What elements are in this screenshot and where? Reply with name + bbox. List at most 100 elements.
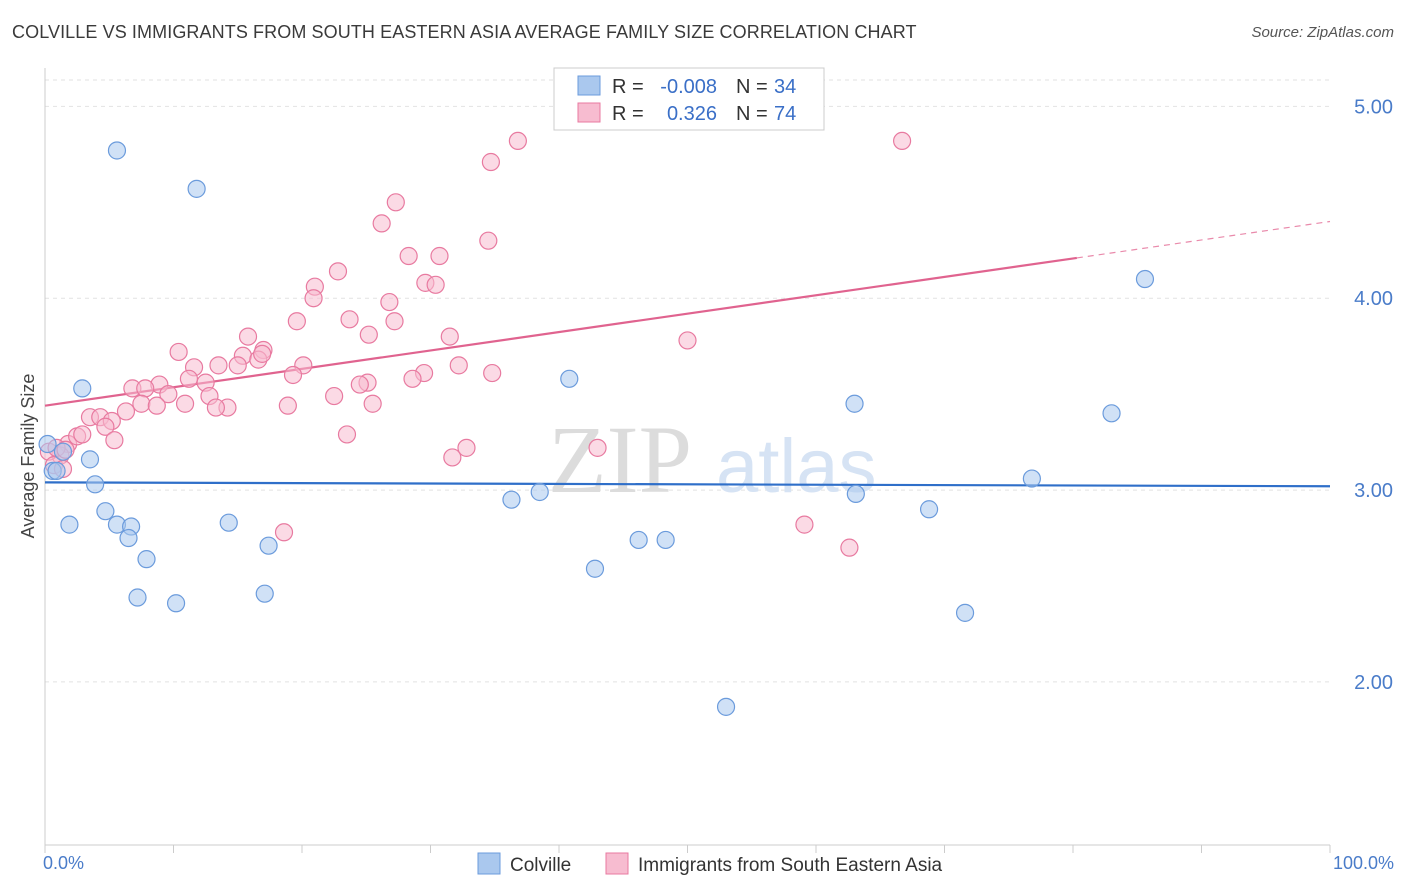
legend-n-value-2: 74 [774,103,796,125]
point-colville [656,530,675,550]
series-legend: Colville Immigrants from South Eastern A… [477,852,943,876]
point-immigrants [278,396,297,415]
point-immigrants [483,363,502,383]
point-immigrants [350,375,369,394]
point-colville [1135,269,1155,289]
point-colville [845,394,864,413]
point-immigrants [304,289,323,308]
point-immigrants [380,292,399,312]
legend-r-label-2: R = [612,103,644,125]
y-tick-label: 4.00 [1354,288,1393,310]
point-colville [38,434,57,454]
point-colville [96,502,115,521]
point-immigrants [457,438,476,457]
point-immigrants [105,431,124,450]
point-immigrants [359,325,378,344]
legend-r-label-1: R = [612,76,644,98]
point-immigrants [430,246,449,266]
source-credit: Source: ZipAtlas.com [1251,24,1394,41]
trend-line-colville [44,481,1331,488]
point-immigrants [159,385,178,404]
point-colville [1022,469,1041,488]
point-immigrants [399,246,418,266]
data-points [38,131,1155,716]
point-immigrants [363,394,382,413]
trend-line-immigrants-extension [1076,220,1331,259]
axis-ticks: 2.00 3.00 4.00 5.00 [1354,96,1393,694]
point-colville [560,369,579,388]
point-immigrants [479,231,498,250]
trend-line-immigrants [44,256,1078,407]
point-colville [128,588,147,607]
bottom-legend-swatch-immigrants [605,852,629,875]
point-immigrants [274,523,294,542]
point-colville [585,559,605,578]
y-tick-label: 5.00 [1354,96,1393,118]
correlation-legend: R = -0.008 N = 34 R = 0.326 N = 74 [553,67,825,131]
point-colville [137,550,156,569]
chart-title: COLVILLE VS IMMIGRANTS FROM SOUTH EASTER… [12,22,917,42]
legend-n-value-1: 34 [774,76,796,98]
point-colville [530,482,549,502]
point-immigrants [426,275,445,294]
point-immigrants [253,344,272,363]
legend-n-label-2: N = [736,103,768,125]
point-immigrants [449,356,468,375]
y-tick-label: 3.00 [1354,480,1393,502]
gridlines [45,79,1330,683]
point-colville [80,450,100,469]
point-colville [60,515,79,534]
point-colville [53,442,73,461]
legend-n-label-1: N = [736,76,768,98]
point-immigrants [481,152,500,172]
point-immigrants [678,331,697,350]
point-immigrants [443,448,462,467]
point-colville [259,536,278,555]
point-immigrants [238,327,258,346]
legend-r-value-1: -0.008 [660,76,717,98]
point-immigrants [283,365,303,385]
point-colville [187,179,206,198]
x-tick-label-start: 0.0% [43,853,84,873]
point-colville [166,594,186,613]
point-colville [629,530,648,550]
point-immigrants [206,398,226,417]
point-immigrants [96,417,115,436]
bottom-legend-label-colville: Colville [510,855,571,876]
point-immigrants [840,538,859,557]
point-immigrants [440,327,459,346]
point-immigrants [175,394,195,413]
point-immigrants [116,402,136,421]
point-immigrants [403,369,422,388]
legend-r-value-2: 0.326 [667,103,717,125]
point-immigrants [588,438,607,457]
point-immigrants [892,131,912,151]
legend-swatch-immigrants [577,102,601,123]
point-colville [119,528,138,548]
point-immigrants [325,386,344,406]
point-immigrants [228,356,247,375]
point-colville [86,475,105,494]
point-immigrants [328,262,348,281]
point-immigrants [179,369,199,388]
point-immigrants [337,425,357,444]
point-colville [219,513,238,532]
point-colville [107,141,127,160]
point-immigrants [73,425,92,444]
point-immigrants [385,312,404,331]
legend-swatch-colville [577,75,601,96]
y-axis-label: Average Family Size [18,374,38,539]
point-immigrants [136,379,155,398]
point-immigrants [169,342,188,362]
point-immigrants [372,214,391,233]
trend-lines [44,220,1331,488]
point-immigrants [795,515,814,534]
x-tick-label-end: 100.0% [1333,853,1394,873]
point-immigrants [340,310,359,329]
point-colville [47,461,66,480]
bottom-legend-swatch-colville [477,852,501,875]
y-tick-label: 2.00 [1354,672,1393,694]
point-immigrants [132,394,151,413]
point-colville [955,603,975,622]
